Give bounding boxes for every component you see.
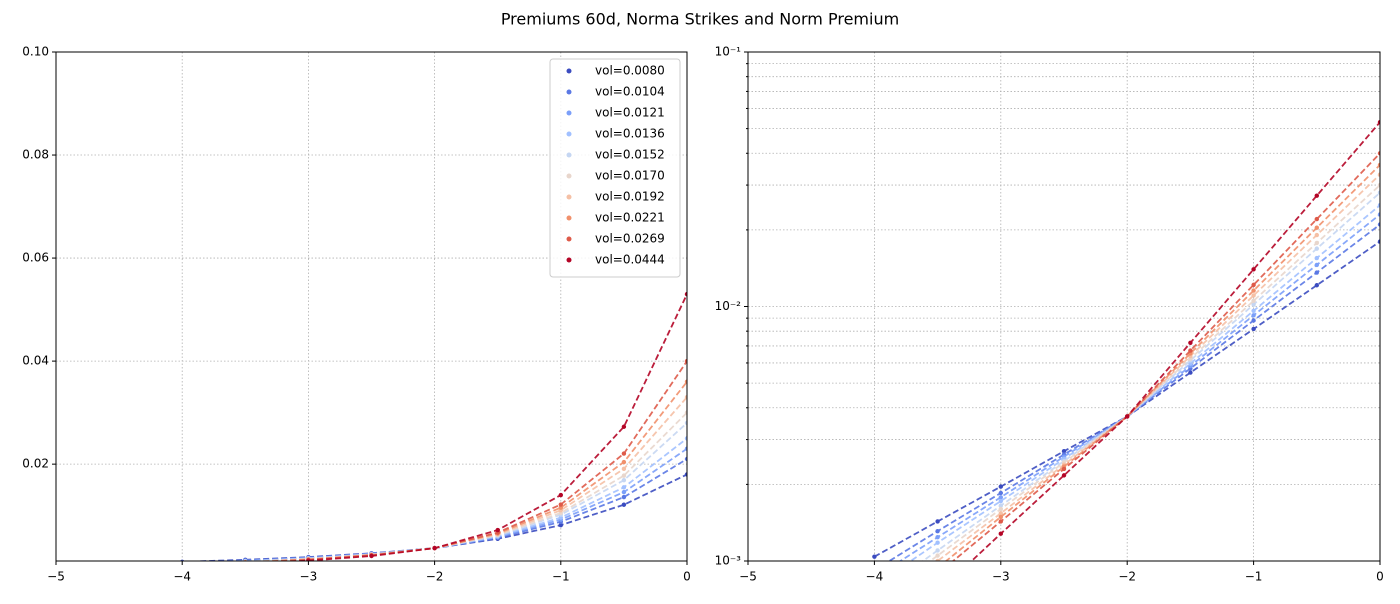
data-point [622, 490, 626, 494]
y-tick-label: 0.10 [22, 45, 49, 59]
y-tick-label: 10⁻³ [715, 554, 742, 568]
data-point [1251, 318, 1255, 322]
legend-marker [567, 195, 572, 200]
x-tick-label: 0 [683, 570, 691, 584]
data-point [999, 491, 1003, 495]
legend-label: vol=0.0269 [595, 232, 665, 246]
legend-marker [567, 237, 572, 242]
data-point [999, 507, 1003, 511]
data-point [1315, 270, 1319, 274]
x-tick-label: −1 [1245, 570, 1263, 584]
legend-label: vol=0.0444 [595, 253, 665, 267]
data-point [622, 467, 626, 471]
data-point [935, 519, 939, 523]
y-tick-label: 10⁻² [715, 299, 742, 313]
legend-marker [567, 90, 572, 95]
data-point [1315, 241, 1319, 245]
data-point [1315, 217, 1319, 221]
data-point [622, 473, 626, 477]
data-point [999, 499, 1003, 503]
data-point [1251, 327, 1255, 331]
legend-marker [567, 216, 572, 221]
data-point [1188, 341, 1192, 345]
data-point [1062, 473, 1066, 477]
data-point [999, 484, 1003, 488]
data-point [622, 503, 626, 507]
data-point [559, 502, 563, 506]
legend-label: vol=0.0152 [595, 148, 665, 162]
x-tick-label: 0 [1376, 570, 1384, 584]
data-point [1315, 283, 1319, 287]
x-tick-label: −1 [552, 570, 570, 584]
data-point [1062, 467, 1066, 471]
legend-marker [567, 69, 572, 74]
legend-marker [567, 153, 572, 158]
legend-label: vol=0.0080 [595, 64, 665, 78]
data-point [1188, 348, 1192, 352]
data-point [1315, 193, 1319, 197]
data-point [935, 535, 939, 539]
data-point [622, 485, 626, 489]
x-tick-label: −4 [866, 570, 884, 584]
x-tick-label: −5 [47, 570, 65, 584]
data-point [1251, 267, 1255, 271]
data-point [1315, 225, 1319, 229]
x-tick-label: −3 [300, 570, 318, 584]
data-point [1315, 263, 1319, 267]
data-point [622, 478, 626, 482]
x-tick-label: −2 [426, 570, 444, 584]
legend-marker [567, 111, 572, 116]
data-point [935, 529, 939, 533]
data-point [1125, 414, 1129, 418]
data-point [559, 493, 563, 497]
data-point [1188, 370, 1192, 374]
x-tick-label: −3 [992, 570, 1010, 584]
data-point [999, 532, 1003, 536]
legend-label: vol=0.0170 [595, 169, 665, 183]
legend-label: vol=0.0192 [595, 190, 665, 204]
data-point [622, 451, 626, 455]
legend-label: vol=0.0221 [595, 211, 665, 225]
legend-label: vol=0.0104 [595, 85, 665, 99]
legend-marker [567, 174, 572, 179]
data-point [369, 554, 373, 558]
legend: vol=0.0080 vol=0.0104 vol=0.0121 vol=0.0136… [550, 59, 680, 277]
data-point [1251, 299, 1255, 303]
data-point [1251, 288, 1255, 292]
data-point [999, 515, 1003, 519]
data-point [1251, 293, 1255, 297]
data-point [622, 425, 626, 429]
data-point [935, 548, 939, 552]
figure-title: Premiums 60d, Norma Strikes and Norm Pre… [501, 10, 899, 29]
data-point [1315, 256, 1319, 260]
data-point [935, 541, 939, 545]
y-tick-label: 0.06 [22, 251, 49, 265]
legend-marker [567, 258, 572, 263]
x-tick-label: −2 [1118, 570, 1136, 584]
y-tick-label: 0.08 [22, 148, 49, 162]
data-point [622, 495, 626, 499]
y-tick-label: 0.02 [22, 457, 49, 471]
data-point [1251, 309, 1255, 313]
legend-marker [567, 132, 572, 137]
data-point [872, 554, 876, 558]
data-point [999, 519, 1003, 523]
legend-label: vol=0.0136 [595, 127, 665, 141]
data-point [1251, 283, 1255, 287]
data-point [935, 553, 939, 557]
y-tick-label: 10⁻¹ [715, 45, 742, 59]
y-tick-label: 0.04 [22, 354, 49, 368]
data-point [1315, 246, 1319, 250]
data-point [496, 528, 500, 532]
x-tick-label: −5 [739, 570, 757, 584]
legend-label: vol=0.0121 [595, 106, 665, 120]
data-point [432, 546, 436, 550]
data-point [622, 460, 626, 464]
x-tick-label: −4 [173, 570, 191, 584]
data-point [1315, 233, 1319, 237]
data-point [1251, 313, 1255, 317]
data-point [999, 495, 1003, 499]
